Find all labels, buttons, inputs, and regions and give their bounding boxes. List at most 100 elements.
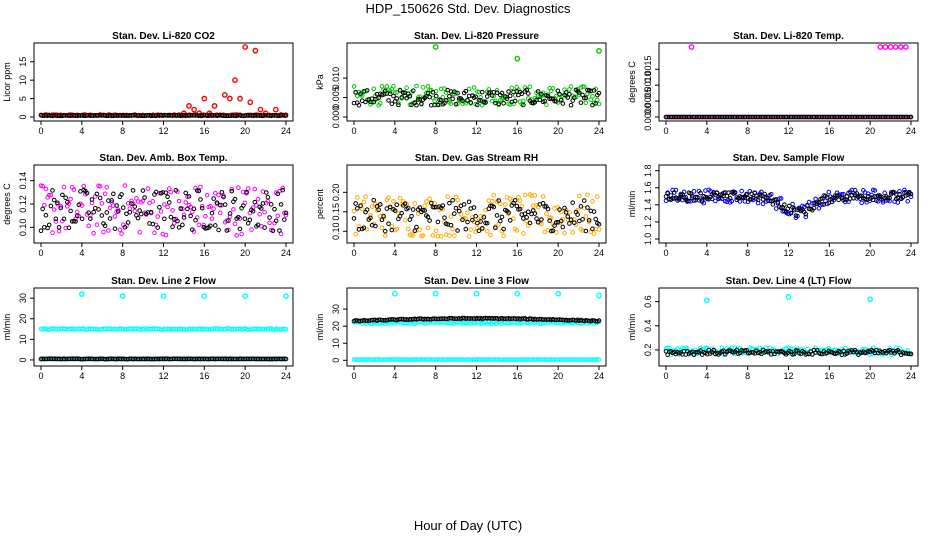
- data-point: [232, 77, 238, 84]
- data-point: [767, 193, 772, 198]
- data-point: [448, 101, 454, 106]
- data-point: [463, 226, 469, 232]
- data-point: [877, 44, 884, 50]
- data-point: [440, 203, 446, 208]
- series-black: [38, 112, 289, 119]
- data-point: [155, 214, 161, 219]
- data-point: [203, 213, 208, 219]
- data-point: [361, 225, 367, 231]
- data-point: [356, 102, 362, 108]
- data-point: [48, 203, 54, 209]
- data-point: [534, 216, 539, 221]
- data-point: [40, 206, 45, 212]
- data-point: [595, 97, 600, 103]
- data-point: [581, 198, 587, 203]
- data-point: [353, 90, 358, 95]
- x-tick-label: 8: [433, 248, 438, 258]
- data-point: [185, 206, 190, 212]
- data-point: [259, 206, 264, 211]
- data-point: [410, 88, 416, 93]
- data-point: [493, 98, 498, 104]
- data-point: [188, 213, 193, 219]
- data-point: [170, 224, 175, 230]
- data-point: [568, 217, 574, 222]
- data-point: [819, 196, 825, 201]
- data-point: [542, 204, 548, 209]
- panel-2: Stan. Dev. Li-820 Pressure kPa 0 4 8 12 16 20 24…: [315, 31, 607, 136]
- y-tick-label: 1.4: [643, 199, 653, 212]
- data-point: [53, 219, 59, 224]
- data-point: [381, 213, 386, 219]
- y-tick-label: 0: [331, 358, 341, 363]
- data-point: [232, 221, 238, 227]
- data-point: [517, 206, 523, 212]
- data-point: [583, 100, 589, 106]
- data-point: [501, 226, 506, 232]
- data-point: [130, 188, 136, 193]
- data-point: [427, 94, 432, 100]
- data-point: [222, 202, 228, 207]
- data-point: [402, 217, 408, 223]
- data-point: [438, 97, 444, 103]
- data-point: [255, 196, 261, 202]
- data-point: [583, 214, 589, 219]
- data-point: [540, 194, 546, 199]
- data-point: [805, 346, 810, 352]
- data-point: [428, 200, 434, 206]
- data-point: [811, 205, 817, 211]
- y-tick-label: 10: [18, 334, 28, 344]
- plot-frame: [346, 287, 607, 367]
- data-point: [66, 225, 72, 231]
- data-point: [353, 231, 358, 237]
- data-point: [425, 214, 431, 220]
- data-point: [76, 202, 82, 208]
- data-point: [371, 197, 377, 203]
- data-point: [565, 214, 571, 219]
- data-point: [117, 227, 123, 233]
- data-point: [489, 198, 495, 204]
- data-point: [874, 198, 879, 203]
- data-point: [488, 232, 493, 238]
- data-point: [272, 206, 277, 212]
- data-point: [115, 209, 121, 214]
- data-point: [591, 209, 597, 214]
- data-point: [217, 210, 223, 216]
- data-point: [595, 194, 600, 199]
- data-point: [356, 223, 362, 229]
- panel-title: Stan. Dev. Line 4 (LT) Flow: [726, 276, 852, 287]
- data-point: [542, 98, 548, 104]
- data-point: [162, 202, 167, 207]
- data-point: [772, 197, 777, 202]
- x-tick-label: 8: [745, 371, 750, 381]
- x-tick-label: 20: [865, 371, 875, 381]
- data-point: [471, 85, 477, 90]
- data-point: [119, 293, 126, 300]
- data-point: [165, 204, 170, 210]
- data-point: [396, 102, 401, 108]
- data-point: [387, 91, 393, 97]
- data-point: [447, 200, 452, 206]
- data-point: [221, 91, 228, 98]
- data-point: [378, 101, 383, 106]
- data-point: [841, 192, 846, 197]
- data-point: [550, 228, 556, 233]
- data-point: [563, 90, 569, 95]
- data-point: [466, 199, 472, 205]
- data-point: [409, 102, 414, 108]
- data-point: [120, 205, 126, 210]
- data-point: [119, 231, 124, 236]
- data-point: [168, 189, 174, 195]
- data-point: [376, 95, 381, 101]
- data-point: [104, 210, 110, 215]
- panel-6: Stan. Dev. Sample Flow ml/min 0 4 8 12 16 20 24 1…: [627, 153, 919, 258]
- y-tick-label: 1.8: [643, 164, 653, 177]
- data-point: [473, 290, 480, 297]
- data-point: [242, 44, 249, 50]
- data-point: [81, 183, 87, 189]
- data-point: [468, 227, 474, 232]
- data-point: [48, 192, 54, 198]
- data-point: [501, 100, 506, 106]
- data-point: [378, 202, 383, 207]
- data-point: [572, 220, 577, 226]
